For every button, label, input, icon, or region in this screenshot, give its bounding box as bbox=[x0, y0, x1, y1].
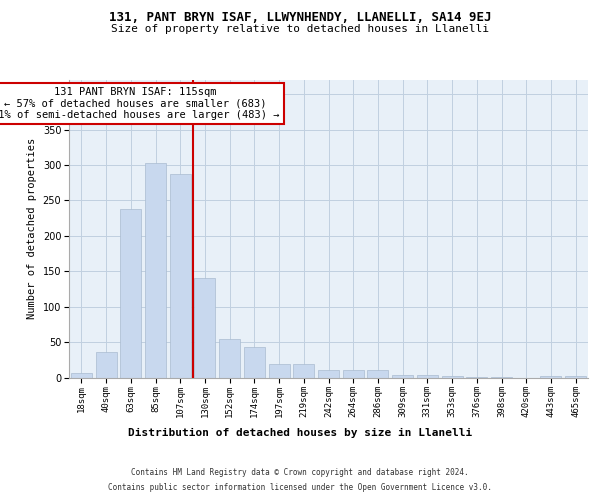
Y-axis label: Number of detached properties: Number of detached properties bbox=[27, 138, 37, 320]
Bar bbox=[392, 374, 413, 378]
Bar bbox=[293, 364, 314, 378]
Bar bbox=[367, 370, 388, 378]
Bar bbox=[120, 209, 141, 378]
Bar bbox=[71, 372, 92, 378]
Bar bbox=[491, 377, 512, 378]
Bar bbox=[343, 370, 364, 378]
Text: Distribution of detached houses by size in Llanelli: Distribution of detached houses by size … bbox=[128, 428, 472, 438]
Bar bbox=[442, 376, 463, 378]
Text: Contains public sector information licensed under the Open Government Licence v3: Contains public sector information licen… bbox=[108, 483, 492, 492]
Text: 131 PANT BRYN ISAF: 115sqm
← 57% of detached houses are smaller (683)
41% of sem: 131 PANT BRYN ISAF: 115sqm ← 57% of deta… bbox=[0, 87, 280, 120]
Bar bbox=[145, 163, 166, 378]
Bar bbox=[244, 347, 265, 378]
Bar bbox=[541, 376, 562, 378]
Bar bbox=[269, 364, 290, 378]
Text: Contains HM Land Registry data © Crown copyright and database right 2024.: Contains HM Land Registry data © Crown c… bbox=[131, 468, 469, 477]
Bar bbox=[318, 370, 339, 378]
Bar bbox=[219, 338, 240, 378]
Text: Size of property relative to detached houses in Llanelli: Size of property relative to detached ho… bbox=[111, 24, 489, 34]
Bar bbox=[194, 278, 215, 378]
Bar bbox=[466, 377, 487, 378]
Text: 131, PANT BRYN ISAF, LLWYNHENDY, LLANELLI, SA14 9EJ: 131, PANT BRYN ISAF, LLWYNHENDY, LLANELL… bbox=[109, 11, 491, 24]
Bar bbox=[565, 376, 586, 378]
Bar bbox=[170, 174, 191, 378]
Bar bbox=[95, 352, 116, 378]
Bar bbox=[417, 374, 438, 378]
